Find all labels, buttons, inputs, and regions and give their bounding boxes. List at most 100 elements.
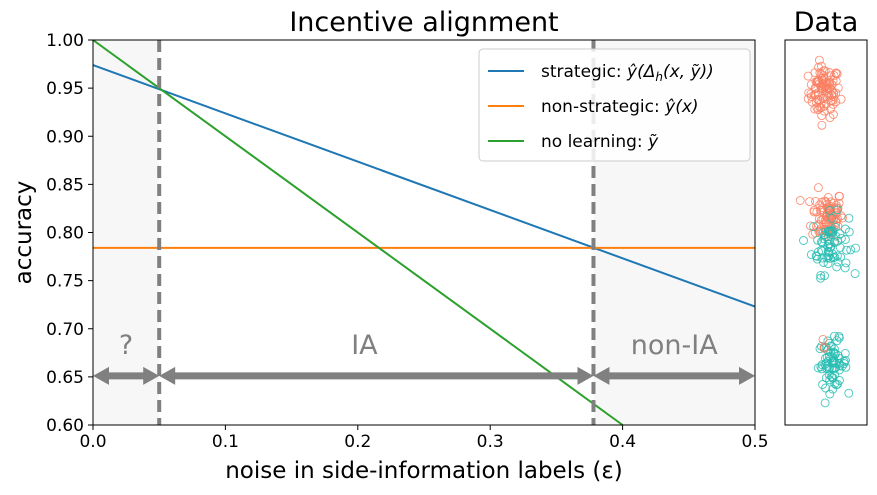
data-point <box>839 357 849 367</box>
data-point <box>812 221 821 231</box>
data-point <box>819 258 828 267</box>
x-tick-label: 0.2 <box>344 432 371 452</box>
data-point <box>827 90 837 100</box>
data-point <box>829 344 839 354</box>
data-point <box>817 111 827 121</box>
data-point <box>844 213 854 223</box>
data-point <box>830 379 840 389</box>
data-point <box>821 383 831 393</box>
legend-box <box>478 48 751 162</box>
data-point <box>809 222 819 232</box>
data-point <box>818 380 828 389</box>
data-point <box>821 373 831 383</box>
x-tick-label: 0.5 <box>741 432 768 452</box>
series-line-strategic <box>92 64 756 308</box>
data-point <box>826 342 836 352</box>
data-point <box>829 357 838 367</box>
data-point <box>816 270 826 280</box>
data-point <box>818 334 828 344</box>
data-point <box>813 183 823 193</box>
x-axis-label: noise in side-information labels (ε) <box>225 458 623 484</box>
region-arrows <box>93 366 755 385</box>
data-point <box>813 235 823 245</box>
data-point <box>817 237 826 247</box>
legend-entry: non-strategic: ŷ(x) <box>488 97 699 117</box>
x-tick-label: 0.3 <box>477 432 504 452</box>
data-point <box>851 243 861 253</box>
data-point <box>795 196 805 205</box>
data-point <box>819 93 828 103</box>
scatter-points <box>795 55 861 408</box>
data-point <box>826 104 836 114</box>
data-point <box>819 106 829 116</box>
data-point <box>850 269 860 279</box>
data-point <box>815 200 825 210</box>
data-point <box>834 191 844 201</box>
x-tick-label: 0.4 <box>609 432 636 452</box>
data-point <box>827 213 837 223</box>
data-point <box>822 352 832 362</box>
data-point <box>817 360 827 370</box>
data-point <box>830 349 840 358</box>
data-point <box>840 224 850 234</box>
region-arrow <box>93 366 160 385</box>
data-point <box>828 353 838 363</box>
data-point <box>832 69 842 79</box>
data-point <box>811 89 820 99</box>
data-point <box>806 221 815 231</box>
x-tick-label: 0.1 <box>212 432 239 452</box>
data-point <box>812 251 822 261</box>
data-point <box>823 236 833 246</box>
data-point <box>804 88 814 98</box>
y-tick-label: 0.90 <box>46 127 84 147</box>
data-point <box>840 235 850 244</box>
data-point <box>834 365 844 375</box>
data-point <box>829 238 839 247</box>
data-point <box>829 92 839 102</box>
data-point <box>836 233 846 243</box>
data-panel-title: Data <box>794 7 858 38</box>
data-point <box>819 66 829 76</box>
y-tick-label: 0.60 <box>46 416 84 436</box>
data-point <box>841 362 851 372</box>
legend-entry: strategic: ŷ(Δh(x, ỹ)) <box>488 62 714 84</box>
data-point <box>819 79 828 89</box>
legend-label: non-strategic: ŷ(x) <box>541 97 699 117</box>
region-label: ? <box>119 330 133 361</box>
data-point <box>832 336 842 346</box>
y-axis-ticks: 0.60 0.65 0.70 0.75 0.80 0.85 0.90 0.95 1.00 <box>46 31 93 436</box>
data-point <box>834 333 844 343</box>
data-point <box>820 398 830 408</box>
data-point <box>834 376 844 385</box>
data-point <box>831 76 841 86</box>
x-tick-label: 0.0 <box>79 432 106 452</box>
region-arrow <box>159 366 594 385</box>
data-point <box>818 207 828 217</box>
data-point <box>835 243 845 252</box>
region-label: IA <box>351 330 378 361</box>
data-point <box>826 225 836 235</box>
data-panel-frame <box>784 39 868 426</box>
data-point <box>825 113 835 123</box>
data-point <box>828 364 838 374</box>
main-chart: ? IA non-IA 0.0 0.1 0.2 0.3 0.4 0.5 0.60 0.65 0.7… <box>11 7 769 484</box>
data-point <box>828 249 838 259</box>
y-tick-label: 0.75 <box>46 272 84 292</box>
data-point <box>817 120 827 130</box>
data-point <box>817 246 827 256</box>
y-tick-label: 0.65 <box>46 368 84 388</box>
data-point <box>820 82 830 92</box>
data-point <box>829 88 839 98</box>
y-tick-label: 0.80 <box>46 224 84 244</box>
data-point <box>831 380 841 390</box>
chart-title: Incentive alignment <box>289 7 558 38</box>
data-point <box>819 234 829 244</box>
data-point <box>832 262 842 272</box>
data-point <box>828 110 838 119</box>
data-point <box>803 71 813 81</box>
region-labels: ? IA non-IA <box>119 330 718 361</box>
data-point <box>809 205 819 215</box>
legend-entry: no learning: ỹ <box>488 132 659 152</box>
data-point <box>841 356 850 365</box>
data-point <box>842 245 852 255</box>
